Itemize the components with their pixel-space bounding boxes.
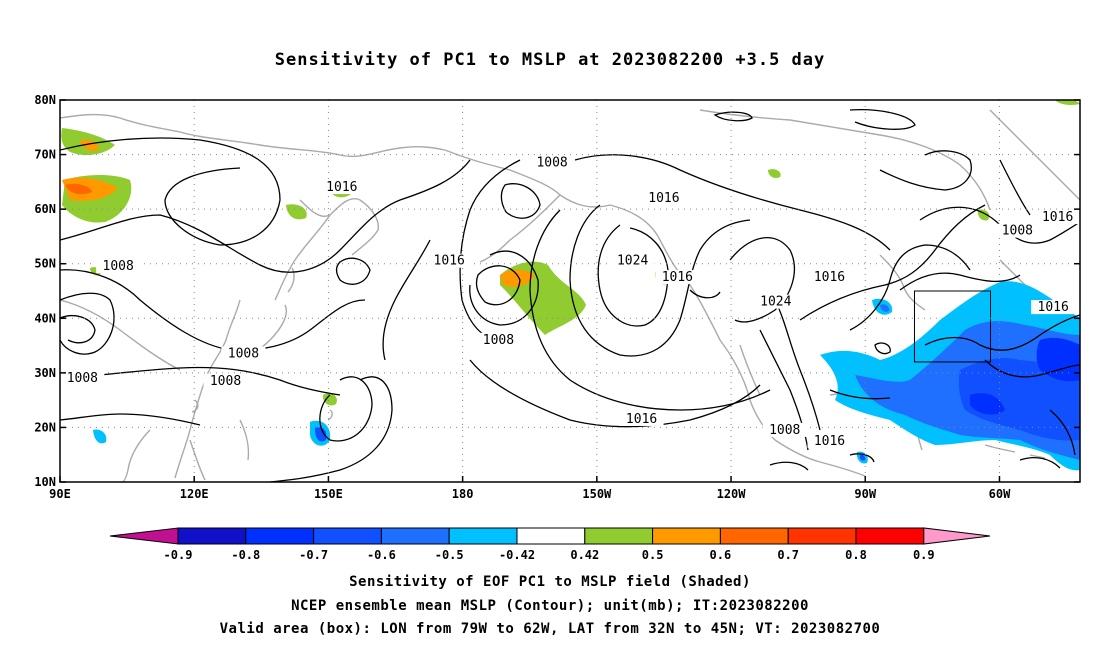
contour-label-bg — [807, 270, 852, 285]
contour-label: 1016 — [434, 254, 465, 269]
colorbar: -0.9 -0.8 -0.7 -0.6 -0.5 -0.42 0.42 0.5 0.6 0.7 0.… — [109, 527, 991, 562]
colorbar-swatch — [652, 527, 721, 545]
valid-area-box — [913, 290, 992, 363]
map-frame — [59, 99, 1081, 483]
lon-tick-label: 180 — [452, 487, 474, 501]
colorbar-swatch — [516, 527, 586, 545]
footer-line-1: Sensitivity of EOF PC1 to MSLP field (Sh… — [349, 574, 751, 590]
contour-label-bg — [807, 433, 852, 448]
lon-tick-label: 90E — [49, 487, 71, 501]
map-plot-area: 1016 1008 1008 1008 1008 1016 1008 1008 1016 1024… — [34, 93, 1081, 501]
colorbar-label: 0.42 — [570, 548, 599, 562]
colorbar-swatch — [448, 527, 518, 545]
colorbar-label: -0.9 — [164, 548, 193, 562]
contour-label: 1008 — [103, 259, 134, 274]
contour-label-bg — [1031, 300, 1076, 315]
lat-tick-label: 60N — [34, 202, 56, 216]
contour-label: 1008 — [1002, 224, 1033, 239]
gridlines — [60, 100, 1080, 482]
contour-label: 1008 — [536, 155, 567, 170]
colorbar-low-triangle — [109, 527, 179, 545]
colorbar-label: -0.7 — [299, 548, 328, 562]
lat-tick-label: 50N — [34, 257, 56, 271]
contour-label-bg — [221, 346, 266, 361]
contour-label: 1016 — [814, 270, 845, 285]
contour-label-bg — [203, 373, 248, 388]
contour-label-bg — [1035, 210, 1080, 225]
colorbar-label: 0.5 — [642, 548, 664, 562]
colorbar-label: -0.42 — [499, 548, 535, 562]
colorbar-swatch — [584, 527, 654, 545]
contour-label: 1008 — [210, 374, 241, 389]
contour-label: 1008 — [483, 333, 514, 348]
contour-label-bg — [619, 411, 664, 426]
contour-label: 1024 — [760, 295, 791, 310]
contour-label-bg — [995, 223, 1040, 238]
colorbar-swatch — [177, 527, 247, 545]
lat-tick-label: 20N — [34, 420, 56, 434]
lat-tick-label: 10N — [34, 475, 56, 489]
lon-tick-label: 150W — [582, 487, 612, 501]
colorbar-high-triangle — [923, 527, 991, 545]
contour-label: 1024 — [617, 254, 648, 269]
contour-label: 1016 — [814, 434, 845, 449]
colorbar-swatch — [313, 527, 382, 545]
colorbar-swatch — [380, 527, 450, 545]
colorbar-label: -0.6 — [367, 548, 396, 562]
contour-label: 1008 — [67, 371, 98, 386]
lon-tick-label: 120W — [717, 487, 747, 501]
lon-tick-label: 60W — [989, 487, 1011, 501]
contour-labels: 1016 1008 1008 1008 1008 1016 1008 1008 1016 1024… — [60, 155, 1080, 449]
lat-tick-label: 30N — [34, 366, 56, 380]
contour-label-bg — [476, 332, 521, 347]
footer-line-2: NCEP ensemble mean MSLP (Contour); unit(… — [291, 598, 809, 614]
contour-label-bg — [96, 259, 141, 274]
lat-tick-label: 70N — [34, 148, 56, 162]
colorbar-swatch — [855, 527, 925, 545]
colorbar-label: -0.8 — [231, 548, 260, 562]
contour-label-bg — [753, 294, 798, 309]
lon-tick-label: 120E — [180, 487, 209, 501]
colorbar-label: 0.8 — [845, 548, 867, 562]
colorbar-label: 0.7 — [777, 548, 799, 562]
contour-label-bg — [641, 190, 686, 205]
contour-label-bg — [610, 253, 655, 268]
lon-tick-label: 90W — [854, 487, 876, 501]
contour-label: 1016 — [326, 180, 357, 195]
colorbar-label: 0.6 — [710, 548, 732, 562]
contour-label-bg — [655, 270, 700, 285]
colorbar-swatch — [245, 527, 315, 545]
lat-tick-label: 40N — [34, 311, 56, 325]
contour-label: 1016 — [648, 191, 679, 206]
pressure-contours — [60, 109, 1080, 482]
contour-label-bg — [60, 371, 105, 386]
contour-label: 1016 — [662, 270, 693, 285]
contour-label: 1008 — [769, 423, 800, 438]
contour-label-bg — [530, 155, 575, 170]
footer-line-3: Valid area (box): LON from 79W to 62W, L… — [219, 621, 881, 637]
colorbar-label: 0.9 — [913, 548, 935, 562]
contour-label-bg — [427, 253, 472, 268]
contour-label-bg — [319, 180, 364, 195]
map-title: Sensitivity of PC1 to MSLP at 2023082200… — [274, 50, 826, 70]
contour-label: 1016 — [1042, 210, 1073, 225]
contour-label: 1016 — [626, 412, 657, 427]
contour-label: 1016 — [1038, 300, 1069, 315]
contour-label: 1008 — [228, 346, 259, 361]
lon-tick-label: 150E — [314, 487, 343, 501]
colorbar-label: -0.5 — [435, 548, 464, 562]
colorbar-swatch — [719, 527, 789, 545]
colorbar-swatch — [787, 527, 857, 545]
lat-tick-label: 80N — [34, 93, 56, 107]
contour-label-bg — [762, 422, 807, 437]
sensitivity-shading — [61, 100, 1080, 471]
